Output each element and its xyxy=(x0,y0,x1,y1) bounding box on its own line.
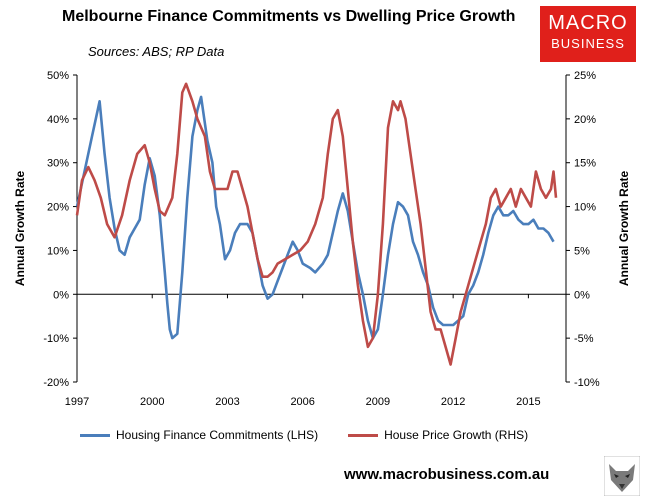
x-tick-label: 2006 xyxy=(290,396,314,408)
y-tick-label-right: -5% xyxy=(574,333,594,345)
x-tick-label: 2000 xyxy=(140,396,164,408)
y-axis-title-right: Annual Growth Rate xyxy=(617,171,631,287)
chart-subtitle: Sources: ABS; RP Data xyxy=(88,44,225,59)
x-tick-label: 2009 xyxy=(366,396,390,408)
x-tick-label: 2012 xyxy=(441,396,465,408)
legend-swatch-finance xyxy=(80,433,110,437)
y-tick-label-right: 0% xyxy=(574,289,590,301)
logo-line-1: MACRO xyxy=(548,12,628,34)
x-tick-label: 2003 xyxy=(215,396,239,408)
x-tick-label: 2015 xyxy=(516,396,540,408)
y-tick-label-left: -10% xyxy=(43,333,69,345)
footer-url: www.macrobusiness.com.au xyxy=(344,466,550,483)
y-tick-label-right: 15% xyxy=(574,158,596,170)
y-tick-label-left: 50% xyxy=(47,70,69,82)
y-tick-label-right: 20% xyxy=(574,114,596,126)
y-tick-label-left: -20% xyxy=(43,377,69,389)
macrobusiness-logo: MACRO BUSINESS xyxy=(540,6,636,62)
legend-item-price: House Price Growth (RHS) xyxy=(348,428,528,442)
y-tick-label-left: 10% xyxy=(47,245,69,257)
chart-title: Melbourne Finance Commitments vs Dwellin… xyxy=(62,8,516,25)
y-tick-label-left: 0% xyxy=(53,289,69,301)
y-tick-label-right: 25% xyxy=(574,70,596,82)
y-tick-label-left: 20% xyxy=(47,202,69,214)
wolf-icon xyxy=(604,456,640,496)
legend-item-finance: Housing Finance Commitments (LHS) xyxy=(80,428,318,442)
x-tick-label: 1997 xyxy=(65,396,89,408)
logo-line-2: BUSINESS xyxy=(551,36,625,51)
y-tick-label-right: -10% xyxy=(574,377,600,389)
legend-swatch-price xyxy=(348,433,379,437)
y-tick-label-right: 10% xyxy=(574,202,596,214)
chart-legend: Housing Finance Commitments (LHS) House … xyxy=(80,428,558,442)
legend-label-price: House Price Growth (RHS) xyxy=(384,428,529,442)
line-chart: -20% -10% 0% 10% 20% 30% 40% 50% -10% -5% 0% 5% 10% 1… xyxy=(13,70,631,408)
legend-label-finance: Housing Finance Commitments (LHS) xyxy=(116,428,319,442)
y-tick-label-left: 30% xyxy=(47,158,69,170)
series-line-price xyxy=(75,82,558,366)
y-tick-label-right: 5% xyxy=(574,245,590,257)
series-line-finance xyxy=(75,95,555,340)
y-tick-label-left: 40% xyxy=(47,114,69,126)
y-axis-title-left: Annual Growth Rate xyxy=(13,171,27,287)
